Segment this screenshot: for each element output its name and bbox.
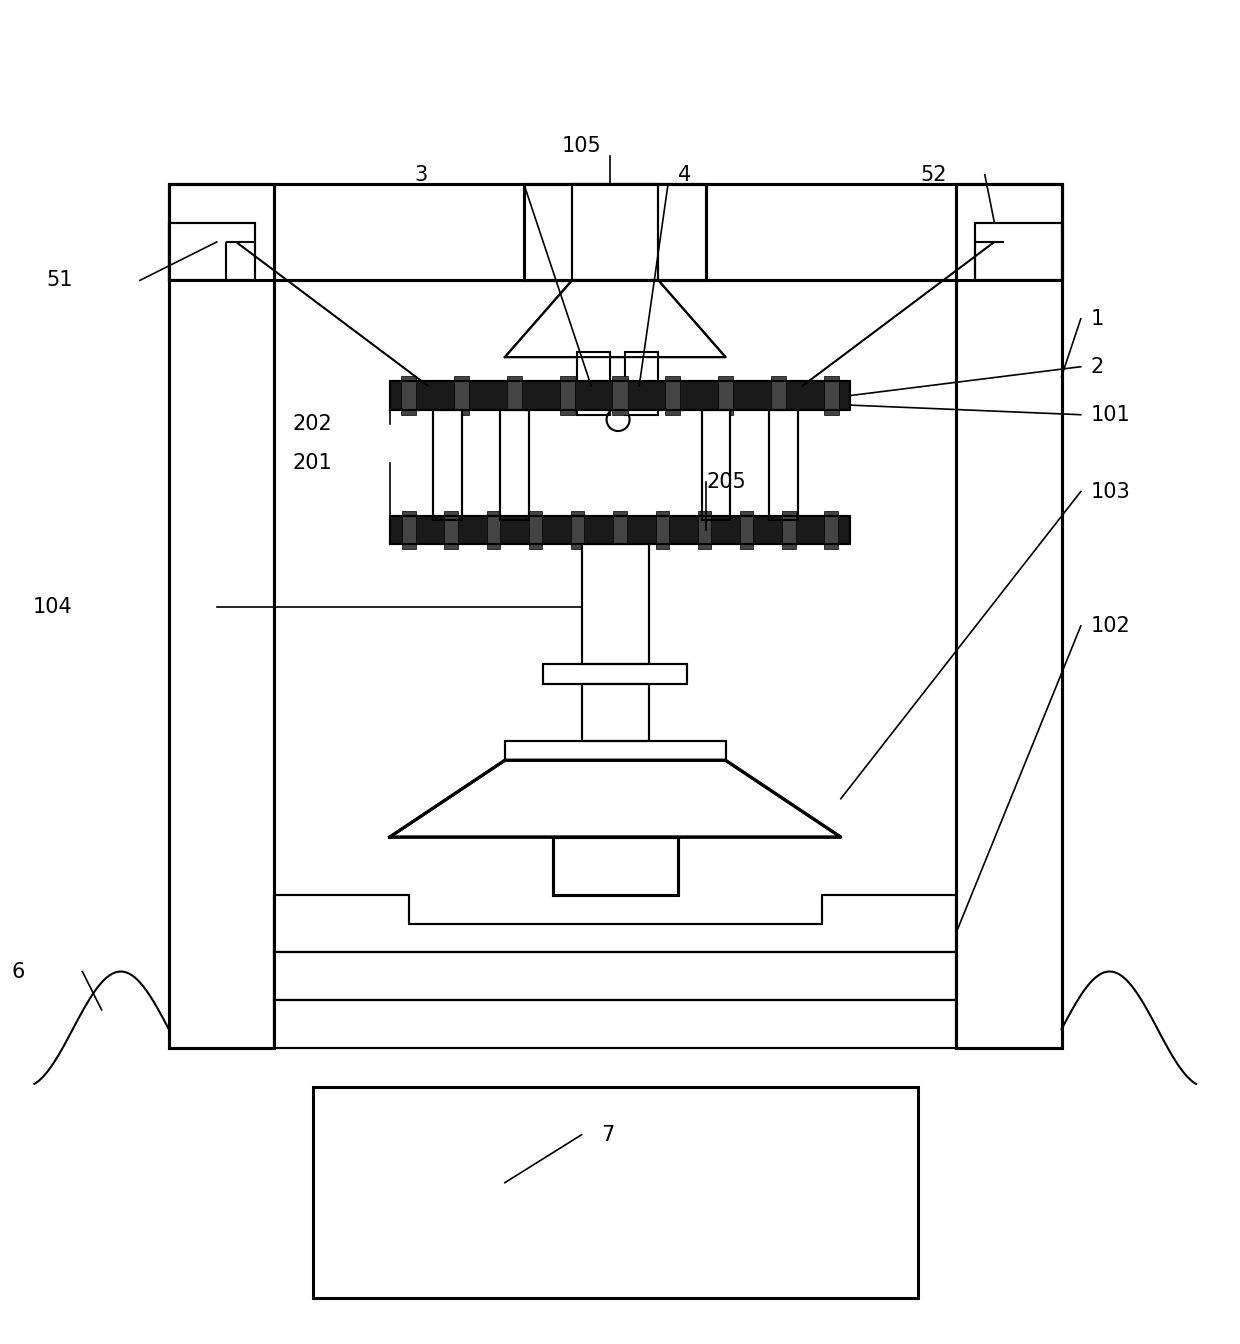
Text: 3: 3 <box>414 165 428 184</box>
Text: 1: 1 <box>1090 309 1104 329</box>
Bar <box>825 511 838 550</box>
Text: 205: 205 <box>707 472 746 492</box>
Polygon shape <box>975 223 1061 281</box>
Polygon shape <box>169 184 274 1048</box>
Bar <box>613 376 627 415</box>
Polygon shape <box>274 1000 956 1048</box>
Text: 102: 102 <box>1090 616 1130 636</box>
Bar <box>577 352 610 415</box>
Text: 105: 105 <box>562 136 601 156</box>
Text: 103: 103 <box>1090 481 1130 501</box>
Bar <box>625 352 658 415</box>
Text: 202: 202 <box>293 414 332 434</box>
Polygon shape <box>582 544 649 664</box>
Text: 52: 52 <box>920 165 946 184</box>
Polygon shape <box>505 281 725 358</box>
Bar <box>698 511 712 550</box>
Text: 2: 2 <box>1090 356 1104 376</box>
Polygon shape <box>702 410 730 520</box>
Polygon shape <box>956 184 1061 1048</box>
Polygon shape <box>505 741 725 761</box>
Bar <box>718 376 733 415</box>
Polygon shape <box>525 184 707 281</box>
Polygon shape <box>500 410 528 520</box>
Bar <box>771 376 786 415</box>
Bar <box>782 511 796 550</box>
Bar <box>528 511 542 550</box>
Polygon shape <box>572 184 658 281</box>
Polygon shape <box>553 837 677 895</box>
Text: 51: 51 <box>46 270 73 290</box>
Text: 101: 101 <box>1090 405 1130 425</box>
Bar <box>486 511 500 550</box>
Bar <box>614 511 626 550</box>
Text: 4: 4 <box>677 165 691 184</box>
Polygon shape <box>169 184 1061 281</box>
Bar <box>572 511 584 550</box>
Bar <box>823 376 839 415</box>
Bar <box>740 511 754 550</box>
Polygon shape <box>769 410 797 520</box>
Text: 7: 7 <box>601 1125 614 1145</box>
Bar <box>444 511 458 550</box>
Bar <box>402 511 415 550</box>
Bar <box>559 376 575 415</box>
Text: 104: 104 <box>33 597 73 617</box>
Polygon shape <box>169 223 255 281</box>
Polygon shape <box>433 410 461 520</box>
Polygon shape <box>389 382 851 410</box>
Polygon shape <box>274 895 956 953</box>
Polygon shape <box>389 761 841 837</box>
Text: 201: 201 <box>293 453 332 473</box>
Bar <box>454 376 469 415</box>
Polygon shape <box>543 664 687 684</box>
Polygon shape <box>582 684 649 741</box>
Bar <box>312 1087 918 1298</box>
Bar <box>665 376 681 415</box>
Text: 6: 6 <box>11 961 25 981</box>
Polygon shape <box>274 953 956 1000</box>
Bar <box>507 376 522 415</box>
Bar <box>656 511 668 550</box>
Bar <box>401 376 417 415</box>
Polygon shape <box>389 516 851 544</box>
